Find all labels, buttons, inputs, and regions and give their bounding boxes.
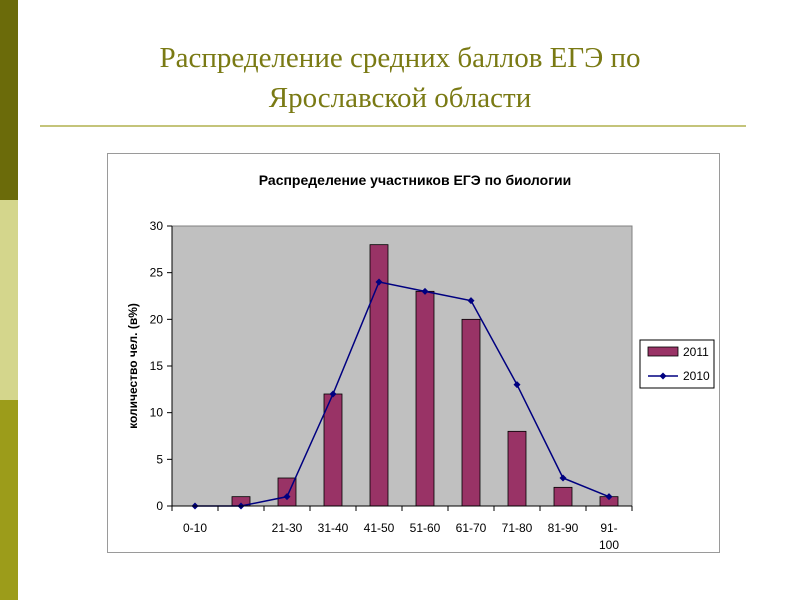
y-tick-label: 20	[150, 312, 164, 326]
decorative-bar-middle	[0, 200, 18, 400]
line-point	[513, 381, 521, 389]
x-tick-label: 41-50	[364, 521, 395, 535]
slide-title-line-2: Ярославской области	[268, 82, 532, 114]
line-point	[559, 474, 567, 482]
y-tick-label: 15	[150, 359, 164, 373]
bar	[461, 318, 481, 507]
bar	[323, 393, 343, 507]
legend-label-2011: 2011	[683, 345, 709, 359]
x-tick-label: 51-60	[410, 521, 441, 535]
y-tick-label: 10	[150, 406, 164, 420]
series-line	[195, 281, 610, 507]
x-tick-label: 61-70	[456, 521, 487, 535]
y-tick-label: 30	[150, 219, 164, 233]
decorative-bar-top	[0, 0, 18, 200]
x-tick-label: 21-30	[272, 521, 303, 535]
line-point	[421, 287, 429, 295]
y-axis-label: количество чел. (в%)	[126, 303, 140, 429]
legend-marker-2010	[659, 372, 667, 380]
x-tick-label: 100	[599, 538, 619, 552]
legend-swatch-2011	[647, 346, 679, 357]
bar	[415, 290, 435, 507]
y-tick-label: 0	[156, 499, 163, 513]
slide-title: Распределение средних баллов ЕГЭ по Ярос…	[40, 38, 760, 118]
line-series	[191, 278, 613, 510]
decorative-bar-bottom	[0, 400, 18, 600]
line-point	[329, 390, 337, 398]
line-point	[467, 297, 475, 305]
slide-title-line-1: Распределение средних баллов ЕГЭ по	[159, 42, 641, 74]
x-tick-label: 31-40	[318, 521, 349, 535]
title-divider	[40, 125, 746, 127]
bar	[507, 430, 527, 507]
chart-title: Распределение участников ЕГЭ по биологии	[259, 172, 571, 188]
line-point	[283, 493, 291, 501]
line-point	[375, 278, 383, 286]
x-tick-label: 0-10	[183, 521, 207, 535]
x-tick-label: 81-90	[548, 521, 579, 535]
bar-series	[231, 244, 619, 507]
bar	[553, 486, 573, 507]
y-tick-label: 5	[156, 452, 163, 466]
line-point	[605, 493, 613, 501]
x-tick-label: 71-80	[502, 521, 533, 535]
legend: 2011 2010	[639, 339, 715, 389]
legend-label-2010: 2010	[683, 369, 710, 383]
y-axis: 0 5 10 15 20 25 30	[150, 219, 173, 513]
x-tick-label: 91-	[600, 521, 617, 535]
plot-area	[171, 225, 633, 507]
y-tick-label: 25	[150, 266, 164, 280]
x-axis: 0-10 21-30 31-40 41-50 51-60 61-70 71-80 81-90 9…	[171, 505, 633, 552]
